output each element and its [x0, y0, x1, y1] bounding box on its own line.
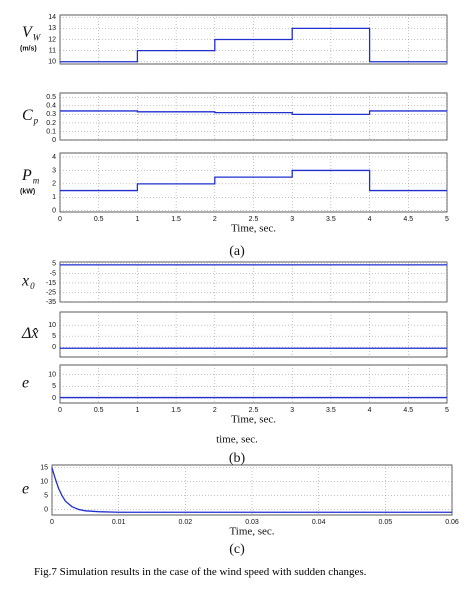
y-axis-label-sub: p	[33, 116, 39, 126]
y-tick-label: 0.5	[46, 94, 56, 101]
y-tick-label: 4	[52, 154, 56, 161]
y-tick-label: 0	[52, 395, 56, 402]
y-axis-label-sub: 0	[30, 281, 35, 291]
x-axis-label: Time, sec.	[231, 223, 276, 235]
x-tick-label: 4.5	[403, 216, 413, 223]
y-tick-label: 5	[52, 261, 56, 268]
y-tick-label: 10	[40, 479, 48, 486]
x-tick-label: 1.5	[171, 216, 181, 223]
y-tick-label: 13	[48, 25, 56, 32]
x-tick-label: 4	[368, 407, 372, 414]
y-tick-label: -25	[46, 289, 56, 296]
y-tick-label: -35	[46, 299, 56, 306]
x-axis-label: Time, sec.	[231, 414, 276, 426]
x-tick-label: 2.5	[249, 216, 259, 223]
y-tick-label: 0.3	[46, 111, 56, 118]
x-tick-label: 0	[58, 216, 62, 223]
y-axis-label: P	[21, 167, 32, 184]
data-line	[60, 110, 447, 116]
x-tick-label: 0.02	[179, 519, 193, 526]
x-tick-label: 3	[290, 407, 294, 414]
x-tick-label: 5	[445, 407, 449, 414]
x-tick-label: 1	[135, 407, 139, 414]
y-tick-label: 10	[48, 322, 56, 329]
y-tick-label: 5	[52, 383, 56, 390]
x-tick-label: 1	[135, 216, 139, 223]
x-axis-label: Time, sec.	[229, 526, 274, 538]
x-tick-label: 2.5	[249, 407, 259, 414]
x-tick-label: 0	[50, 519, 54, 526]
x-tick-label: 0.05	[379, 519, 393, 526]
y-tick-label: 15	[40, 465, 48, 472]
y-tick-label: 0	[44, 506, 48, 513]
y-tick-label: 2	[52, 181, 56, 188]
y-tick-label: 0.4	[46, 103, 56, 110]
x-tick-label: 5	[445, 216, 449, 223]
x-tick-label: 3	[290, 216, 294, 223]
data-line	[60, 27, 447, 63]
panel-label: (c)	[229, 542, 245, 557]
x-tick-label: 0.03	[245, 519, 259, 526]
y-tick-label: 3	[52, 167, 56, 174]
y-tick-label: 14	[48, 14, 56, 21]
y-tick-label: -5	[50, 270, 56, 277]
data-line	[60, 169, 447, 192]
panel-label: (b)	[229, 451, 246, 466]
y-axis-label: Δx̂	[21, 325, 39, 342]
x-tick-label: 3.5	[326, 216, 336, 223]
caption: Fig.7 Simulation results in the case of …	[34, 566, 367, 578]
y-tick-label: 0	[52, 344, 56, 351]
x-tick-label: 3.5	[326, 407, 336, 414]
y-tick-label: 5	[44, 492, 48, 499]
y-axis-label: e	[22, 375, 29, 392]
x-tick-label: 2	[213, 216, 217, 223]
y-tick-label: -15	[46, 280, 56, 287]
y-tick-label: 10	[48, 371, 56, 378]
y-axis-label: x	[21, 273, 29, 290]
x-tick-label: 0.5	[94, 216, 104, 223]
caption-box: Fig.7 Simulation results in the case of …	[34, 566, 367, 578]
x-tick-label: 4	[368, 216, 372, 223]
y-tick-label: 0.1	[46, 128, 56, 135]
x-tick-label: 4.5	[403, 407, 413, 414]
y-tick-label: 10	[48, 59, 56, 66]
y-axis-label: e	[22, 481, 29, 498]
y-tick-label: 0.2	[46, 120, 56, 127]
x-tick-label: 2	[213, 407, 217, 414]
y-tick-label: 12	[48, 36, 56, 43]
y-axis-label: C	[22, 107, 33, 124]
y-tick-label: 0	[52, 137, 56, 144]
y-tick-label: 5	[52, 333, 56, 340]
axis-label: time, sec.	[216, 434, 258, 446]
x-tick-label: 0	[58, 407, 62, 414]
y-tick-label: 1	[52, 194, 56, 201]
panel-label: (a)	[229, 244, 245, 259]
y-tick-label: 0	[52, 208, 56, 215]
x-tick-label: 1.5	[171, 407, 181, 414]
y-axis-label-sub: W	[33, 33, 42, 43]
plot-frame	[59, 152, 448, 213]
x-tick-label: 0.06	[445, 519, 459, 526]
data-line	[51, 467, 452, 513]
y-axis-unit: (kW)	[20, 188, 35, 195]
y-tick-label: 11	[49, 47, 56, 54]
y-axis-unit: (m/s)	[20, 45, 37, 52]
y-axis-label: V	[22, 24, 34, 41]
y-axis-label-sub: m	[33, 176, 40, 186]
x-tick-label: 0.01	[112, 519, 126, 526]
x-tick-label: 0.5	[94, 407, 104, 414]
x-tick-label: 0.04	[312, 519, 326, 526]
